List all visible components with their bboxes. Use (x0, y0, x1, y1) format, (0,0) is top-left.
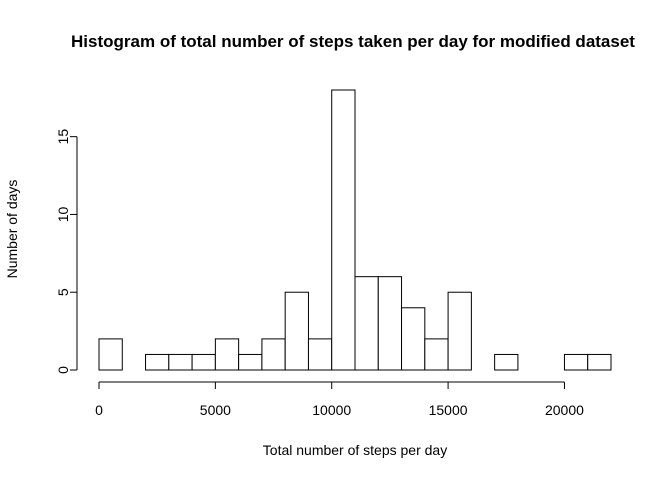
histogram-bar (354, 276, 379, 371)
histogram-bar (145, 353, 170, 371)
histogram-bar (168, 353, 193, 371)
histogram-bar (377, 276, 403, 371)
y-tick-label: 0 (55, 366, 71, 374)
bars-group (98, 89, 612, 371)
histogram-bar (563, 353, 589, 371)
y-axis: 0 5 10 15 (55, 129, 78, 374)
y-tick-label: 5 (55, 288, 71, 296)
histogram-bar (214, 338, 240, 371)
y-tick-label: 10 (55, 206, 71, 222)
histogram-bar (587, 353, 612, 371)
histogram-bar (424, 338, 449, 371)
x-tick-label: 15000 (429, 402, 468, 418)
x-axis-label: Total number of steps per day (263, 442, 447, 458)
histogram-bar (494, 353, 519, 371)
histogram-bar (284, 291, 309, 371)
x-tick-label: 10000 (312, 402, 351, 418)
histogram-bar (447, 291, 472, 371)
x-tick-label: 20000 (545, 402, 584, 418)
histogram-bar (191, 353, 216, 371)
y-tick-label: 15 (55, 129, 71, 145)
x-tick-label: 0 (95, 402, 103, 418)
x-axis: 0 5000 10000 15000 20000 (95, 381, 584, 418)
histogram-bar (238, 353, 263, 371)
histogram-bar (401, 307, 426, 371)
histogram-bar (331, 89, 356, 371)
x-tick-label: 5000 (200, 402, 231, 418)
histogram-bar (98, 338, 123, 371)
histogram-bar (261, 338, 286, 371)
histogram-bar (307, 338, 333, 371)
y-axis-label: Number of days (4, 180, 20, 279)
chart-title: Histogram of total number of steps taken… (71, 32, 635, 51)
